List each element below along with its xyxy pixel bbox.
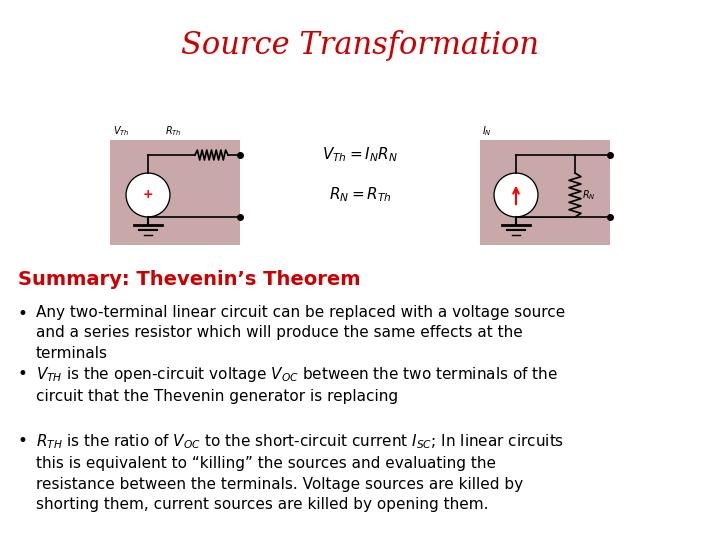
Text: $V_{Th}$: $V_{Th}$ (113, 124, 130, 138)
Text: +: + (143, 188, 153, 201)
Text: Any two-terminal linear circuit can be replaced with a voltage source
and a seri: Any two-terminal linear circuit can be r… (36, 305, 565, 361)
Text: $I_N$: $I_N$ (482, 124, 492, 138)
Text: $R_N$: $R_N$ (582, 188, 595, 202)
Text: $R_N=R_{Th}$: $R_N=R_{Th}$ (328, 186, 392, 204)
Text: $R_{TH}$ is the ratio of $V_{OC}$ to the short-circuit current $I_{SC}$; In line: $R_{TH}$ is the ratio of $V_{OC}$ to the… (36, 432, 564, 512)
Text: $V_{Th}=I_NR_N$: $V_{Th}=I_NR_N$ (322, 146, 398, 164)
Bar (110, 140, 240, 245)
Text: •: • (18, 365, 28, 383)
Text: Source Transformation: Source Transformation (181, 30, 539, 61)
Text: •: • (18, 432, 28, 450)
Text: $R_{Th}$: $R_{Th}$ (165, 124, 181, 138)
Text: $V_{TH}$ is the open-circuit voltage $V_{OC}$ between the two terminals of the
c: $V_{TH}$ is the open-circuit voltage $V_… (36, 365, 558, 404)
Circle shape (126, 173, 170, 217)
Circle shape (494, 173, 538, 217)
Bar (480, 140, 610, 245)
Text: •: • (18, 305, 28, 323)
Text: Summary: Thevenin’s Theorem: Summary: Thevenin’s Theorem (18, 270, 361, 289)
